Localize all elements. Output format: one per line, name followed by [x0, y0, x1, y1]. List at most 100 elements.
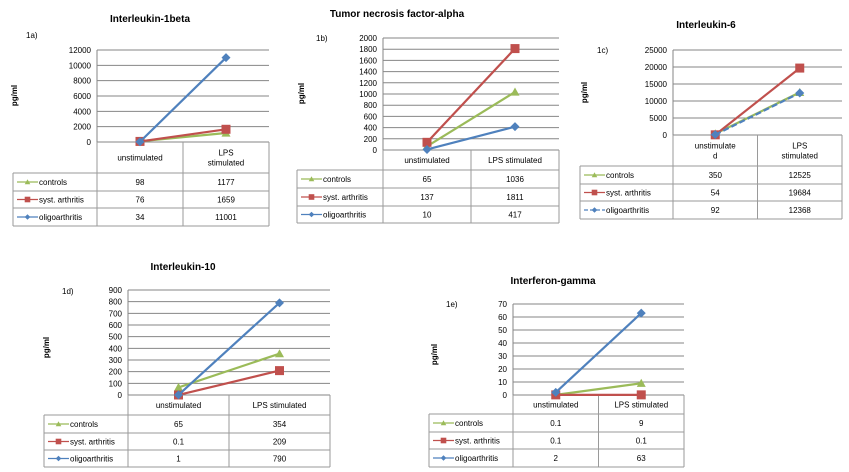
legend-key-marker [308, 194, 315, 200]
data-point-syst-arthritis [795, 63, 805, 73]
y-tick-label: 30 [498, 352, 507, 361]
data-point-oligoarthritis [795, 88, 805, 98]
series-line-syst-arthritis [426, 47, 516, 144]
y-tick-label: 200 [364, 135, 378, 144]
data-point-syst-arthritis [510, 44, 520, 54]
legend-key-marker [24, 214, 31, 220]
series-line-oligoarthritis [426, 125, 516, 151]
legend-key-marker [591, 189, 598, 196]
series-line-oligoarthritis [139, 56, 227, 143]
x-category-label: LPS stimulated [488, 156, 542, 165]
legend-label: syst. arthritis [39, 196, 84, 205]
y-tick-label: 10000 [645, 97, 668, 106]
data-point-syst-arthritis [636, 390, 646, 400]
series-line-controls [426, 91, 516, 148]
table-cell-value: 350 [709, 171, 723, 180]
legend-label: controls [323, 175, 351, 184]
y-tick-label: 10000 [69, 61, 92, 70]
panel-label: 1c) [597, 46, 609, 55]
y-tick-label: 70 [498, 300, 507, 309]
table-cell-value: 1811 [506, 193, 524, 202]
table-cell-value: 65 [174, 420, 183, 429]
y-tick-label: 12000 [69, 46, 92, 55]
x-category-label: LPS [218, 149, 233, 158]
y-tick-label: 20000 [645, 63, 668, 72]
legend-label: syst. arthritis [455, 437, 500, 446]
y-tick-label: 100 [109, 379, 123, 388]
table-cell-value: 1036 [506, 175, 524, 184]
data-point-oligoarthritis [275, 298, 284, 308]
legend-label: oligoarthritis [606, 206, 649, 215]
table-cell-value: 65 [423, 175, 432, 184]
table-cell-value: 0.1 [550, 419, 562, 428]
panel-label: 1b) [316, 34, 328, 43]
y-tick-label: 20 [498, 365, 507, 374]
legend-label: controls [455, 419, 483, 428]
y-tick-label: 200 [109, 368, 123, 377]
y-tick-label: 500 [109, 333, 123, 342]
x-category-label: stimulated [782, 152, 818, 161]
legend-key-marker [440, 437, 447, 444]
y-tick-label: 6000 [73, 92, 91, 101]
table-cell-value: 10 [423, 211, 432, 220]
x-category-label: LPS [792, 142, 807, 151]
legend-label: syst. arthritis [70, 438, 115, 447]
chart-title: Interleukin-6 [676, 20, 736, 31]
table-cell-value: 0.1 [550, 437, 562, 446]
y-tick-label: 700 [109, 309, 123, 318]
y-tick-label: 1800 [359, 45, 377, 54]
legend-key-marker [55, 421, 62, 427]
y-tick-label: 2000 [359, 34, 377, 43]
chart-title: Interleukin-10 [150, 262, 216, 273]
table-cell-value: 354 [273, 420, 287, 429]
table-cell-value: 12525 [789, 171, 812, 180]
y-tick-label: 1600 [359, 56, 377, 65]
data-point-oligoarthritis [422, 144, 432, 154]
chart-title: Interferon-gamma [510, 276, 596, 287]
y-tick-label: 10 [498, 378, 507, 387]
y-tick-label: 600 [109, 321, 123, 330]
data-point-oligoarthritis [221, 53, 231, 63]
y-tick-label: 0 [373, 146, 378, 155]
x-category-label: LPS stimulated [614, 401, 668, 410]
series-line-controls [178, 352, 280, 389]
data-point-syst-arthritis [422, 137, 432, 147]
legend-key-marker [24, 179, 31, 185]
data-point-oligoarthritis [710, 130, 720, 140]
data-point-oligoarthritis [510, 122, 520, 132]
table-cell-value: 1659 [217, 196, 235, 205]
data-point-controls [174, 382, 183, 392]
y-tick-label: 800 [364, 101, 378, 110]
legend-label: oligoarthritis [323, 211, 366, 220]
y-tick-label: 800 [109, 298, 123, 307]
x-category-label: unstimulated [533, 401, 578, 410]
data-point-oligoarthritis [174, 390, 183, 400]
table-cell-value: 63 [637, 454, 646, 463]
series-line-syst-arthritis [139, 128, 227, 143]
y-tick-label: 0 [503, 391, 508, 400]
data-point-controls [275, 349, 284, 358]
legend-label: controls [39, 178, 67, 187]
table-cell-value: 1177 [217, 178, 235, 187]
chart-title: Interleukin-1beta [109, 14, 191, 25]
data-point-oligoarthritis [636, 308, 646, 318]
x-category-label: unstimulated [404, 156, 449, 165]
legend-label: oligoarthritis [39, 213, 82, 222]
x-category-label: unstimulate [695, 142, 736, 151]
table-cell-value: 34 [136, 213, 145, 222]
table-cell-value: 76 [136, 196, 145, 205]
table-cell-value: 137 [420, 193, 434, 202]
panel-label: 1a) [26, 31, 38, 40]
y-tick-label: 2000 [73, 123, 91, 132]
table-cell-value: 54 [711, 189, 720, 198]
legend-label: controls [606, 171, 634, 180]
series-line-oligoarthritis [555, 312, 642, 394]
table-cell-value: 417 [508, 211, 522, 220]
y-tick-label: 1200 [359, 79, 377, 88]
y-tick-label: 900 [109, 286, 123, 295]
legend-key-marker [591, 207, 598, 213]
y-tick-label: 4000 [73, 107, 91, 116]
